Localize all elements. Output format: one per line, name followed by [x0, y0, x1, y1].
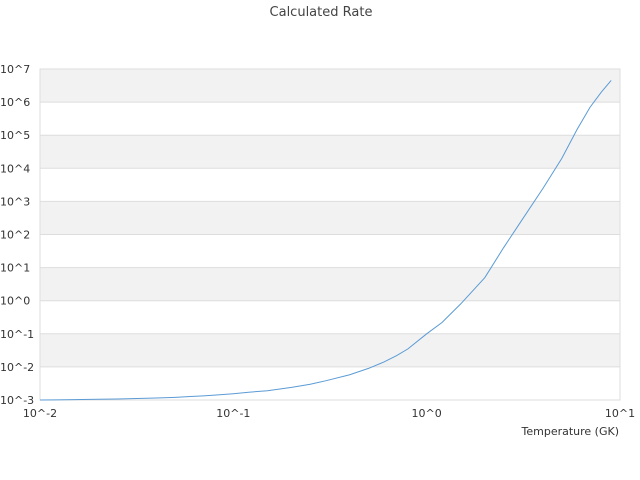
grid-band — [40, 69, 620, 103]
y-tick-label: 10^-1 — [0, 328, 34, 341]
y-tick-label: 10^3 — [0, 195, 30, 208]
y-tick-label: 10^7 — [0, 63, 30, 76]
grid-band — [40, 135, 620, 169]
x-tick-label: 10^-1 — [216, 407, 250, 420]
grid-bands — [40, 69, 620, 367]
x-tick-label: 10^-2 — [23, 407, 57, 420]
x-axis-title: Temperature (GK) — [521, 425, 620, 438]
x-axis-ticks: 10^-2 10^-1 10^0 10^1 — [23, 407, 635, 420]
chart-title: Calculated Rate — [270, 5, 373, 20]
series-line — [39, 80, 612, 401]
y-tick-label: 10^0 — [0, 295, 30, 308]
grid-band — [40, 201, 620, 235]
y-axis-ticks: 10^-3 10^-2 10^-1 10^0 10^1 10^2 10^3 10^4 10^5 1… — [0, 63, 34, 407]
y-tick-label: 10^-2 — [0, 361, 34, 374]
grid-lines — [39, 68, 621, 401]
y-tick-label: 10^4 — [0, 162, 30, 175]
grid-band — [40, 333, 620, 367]
grid-band — [40, 267, 620, 301]
y-tick-label: 10^2 — [0, 229, 30, 242]
y-tick-label: 10^1 — [0, 262, 30, 275]
x-tick-label: 10^1 — [605, 407, 635, 420]
y-tick-label: 10^5 — [0, 129, 30, 142]
plot-frame — [39, 68, 621, 401]
y-tick-label: 10^6 — [0, 96, 30, 109]
x-tick-label: 10^0 — [412, 407, 442, 420]
y-tick-label: 10^-3 — [0, 394, 34, 407]
